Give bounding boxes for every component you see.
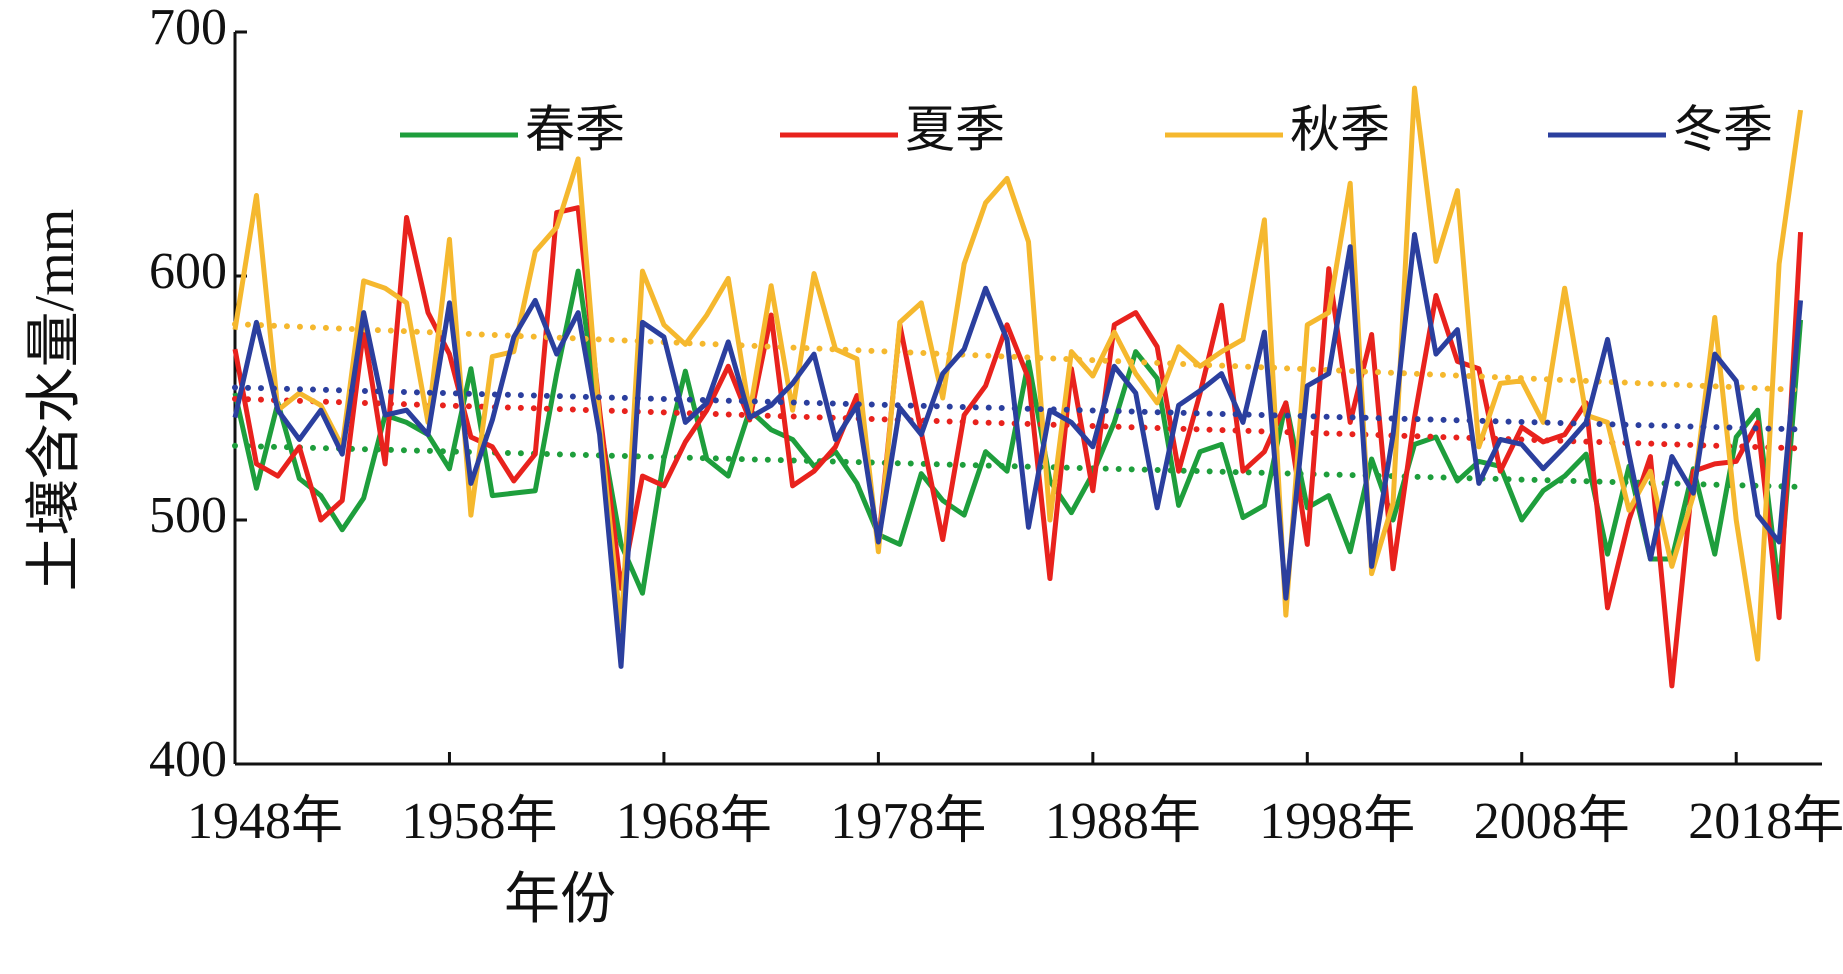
x-tick-label: 2018年 xyxy=(1688,793,1843,850)
series-line xyxy=(232,232,1804,669)
x-tick-label: 1948年 xyxy=(187,793,343,850)
x-axis-title: 年份 xyxy=(504,869,616,931)
legend-label: 春季 xyxy=(525,101,625,157)
legend-label: 夏季 xyxy=(905,101,1005,157)
y-tick-label: 600 xyxy=(149,243,227,300)
legend-label: 秋季 xyxy=(1290,101,1390,157)
series-line xyxy=(232,85,1804,662)
x-tick-label: 1988年 xyxy=(1045,793,1201,850)
x-tick-label: 1968年 xyxy=(616,793,772,850)
trend-line xyxy=(232,384,1804,433)
x-tick-label: 2008年 xyxy=(1474,793,1630,850)
x-tick-label: 1998年 xyxy=(1259,793,1415,850)
series-line xyxy=(232,205,1804,689)
y-tick-label: 700 xyxy=(149,0,227,56)
y-tick-label: 400 xyxy=(149,731,227,788)
y-axis-title: 土壤含水量/mm xyxy=(24,209,86,592)
trend-line xyxy=(232,321,1804,393)
x-tick-label: 1978年 xyxy=(830,793,986,850)
legend-label: 冬季 xyxy=(1673,101,1773,157)
y-tick-label: 500 xyxy=(149,487,227,544)
x-tick-label: 1958年 xyxy=(401,793,557,850)
